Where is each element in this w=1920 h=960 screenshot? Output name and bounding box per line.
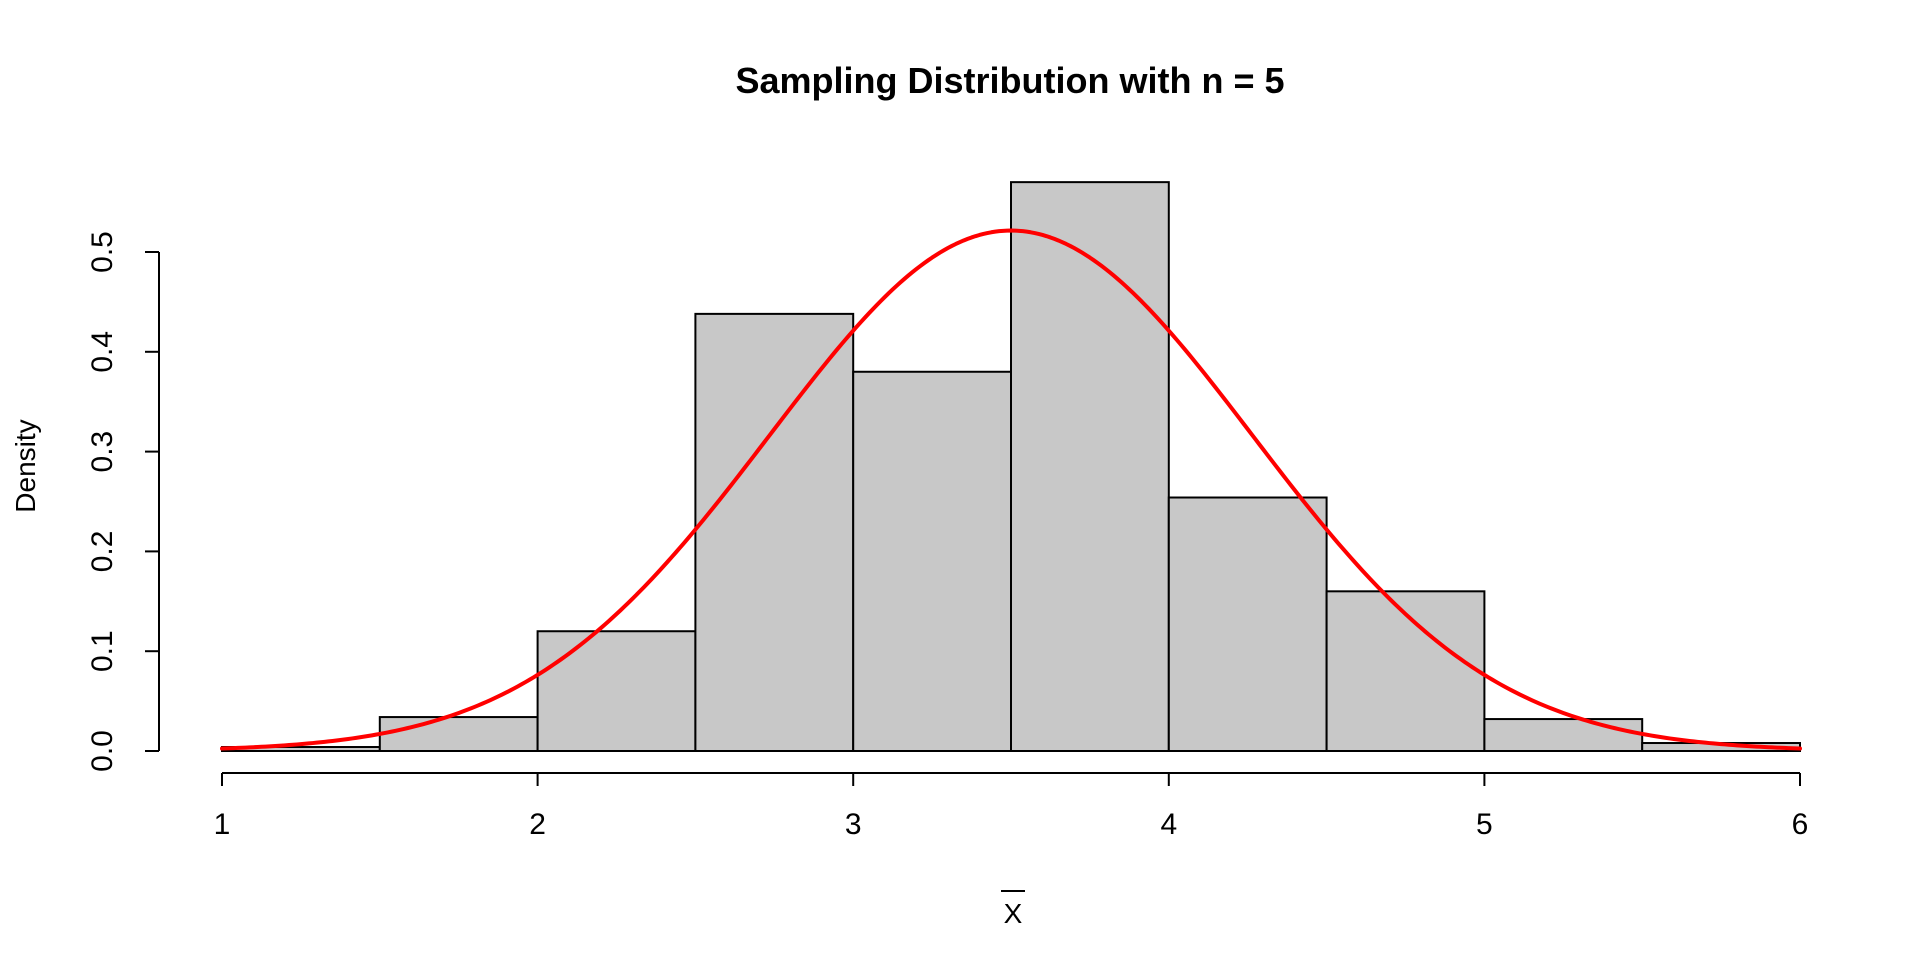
x-tick-label: 6 [1792, 808, 1809, 841]
x-tick-label: 4 [1160, 808, 1177, 841]
histogram-bar [1483, 718, 1644, 753]
chart-title: Sampling Distribution with n = 5 [735, 60, 1284, 101]
histogram-bar [1167, 496, 1328, 752]
y-axis: 0.0 0.1 0.2 0.3 0.4 0.5 [86, 231, 160, 772]
histogram-bar [694, 312, 855, 752]
bars-group [221, 181, 1801, 753]
y-tick-label: 0.3 [86, 431, 119, 473]
histogram-bar [1325, 590, 1486, 752]
histogram-bar [852, 370, 1013, 752]
y-tick-label: 0.4 [86, 331, 119, 373]
y-tick-label: 0.1 [86, 630, 119, 672]
curve-group [220, 228, 1802, 751]
y-tick-label: 0.0 [86, 730, 119, 772]
histogram-bar [378, 716, 539, 752]
x-tick-label: 1 [214, 808, 231, 841]
x-axis-label: X [1004, 898, 1023, 929]
histogram-bar [1010, 181, 1170, 752]
normal-density-curve [220, 228, 1802, 751]
y-tick-label: 0.5 [86, 231, 119, 273]
y-tick-label: 0.2 [86, 531, 119, 573]
histogram-bar [536, 630, 697, 752]
x-tick-label: 2 [529, 808, 546, 841]
x-tick-label: 5 [1476, 808, 1493, 841]
x-axis: 1 2 3 4 5 6 [214, 772, 1809, 841]
y-axis-label: Density [10, 419, 41, 512]
x-tick-label: 3 [845, 808, 862, 841]
